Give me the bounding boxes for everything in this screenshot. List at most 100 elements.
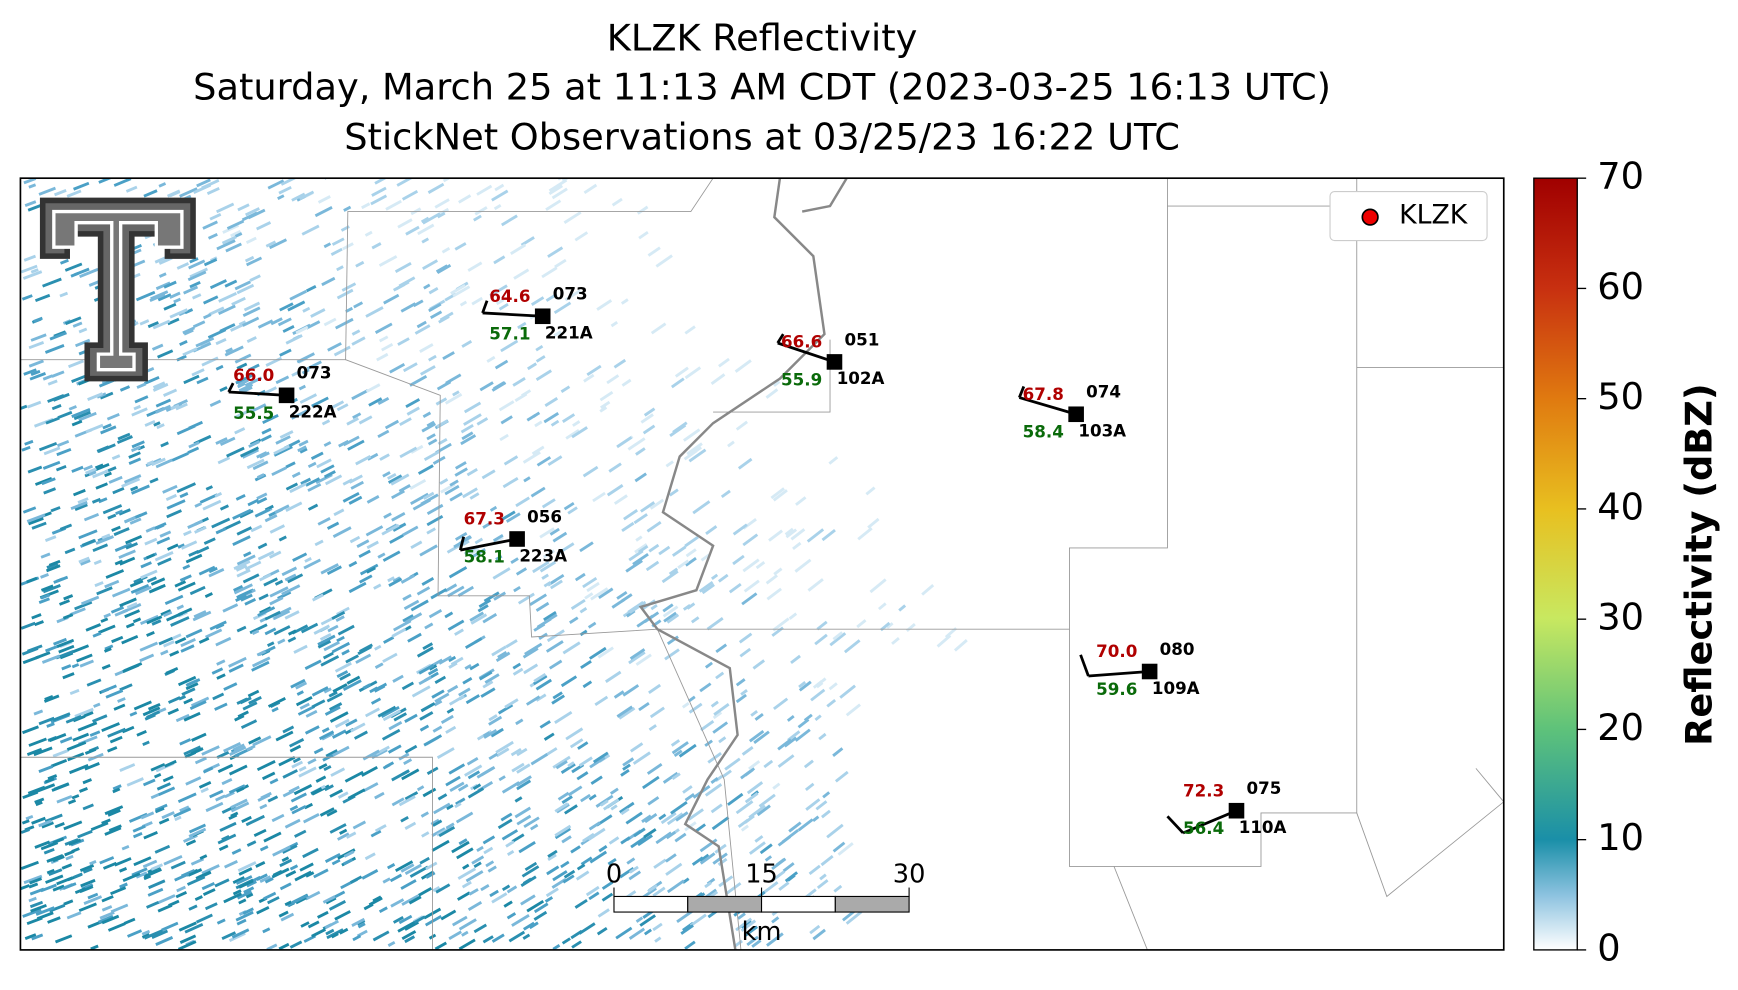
echo	[428, 664, 438, 671]
echo	[452, 390, 460, 397]
echo	[377, 705, 397, 718]
dewpoint: 58.1	[464, 546, 505, 566]
echo	[463, 413, 482, 426]
echo	[238, 589, 253, 598]
station-id: 102A	[837, 368, 885, 388]
echo	[710, 777, 719, 784]
echo	[131, 440, 145, 449]
echo	[307, 758, 317, 765]
echo	[613, 494, 628, 505]
echo	[251, 629, 260, 636]
echo	[423, 283, 431, 290]
echo	[533, 902, 549, 914]
echo	[530, 753, 549, 766]
echo	[652, 886, 666, 897]
echo	[491, 933, 505, 943]
echo	[43, 446, 61, 456]
echo	[438, 825, 456, 838]
echo	[136, 729, 147, 737]
echo	[350, 480, 364, 490]
echo	[140, 569, 158, 580]
echo	[304, 659, 322, 671]
echo	[552, 755, 571, 769]
echo	[500, 812, 513, 822]
echo	[99, 391, 114, 400]
echo	[193, 183, 212, 195]
echo	[90, 821, 109, 832]
echo	[166, 543, 179, 551]
echo	[236, 362, 248, 370]
echo	[114, 542, 133, 552]
echo	[267, 697, 286, 708]
echo	[505, 840, 515, 848]
echo	[684, 325, 696, 335]
echo	[743, 925, 759, 937]
echo	[289, 864, 299, 871]
echo	[22, 908, 42, 918]
echo	[457, 783, 469, 792]
echo	[472, 783, 482, 790]
echo	[261, 771, 276, 781]
echo	[713, 702, 730, 716]
echo	[100, 617, 109, 623]
echo	[654, 936, 662, 943]
echo	[71, 419, 83, 427]
echo	[737, 818, 749, 828]
echo	[114, 608, 128, 617]
echo	[110, 903, 129, 914]
echo	[405, 398, 421, 409]
echo	[29, 371, 47, 381]
echo	[714, 843, 727, 854]
echo	[98, 497, 108, 504]
echo	[381, 523, 400, 536]
echo	[748, 760, 761, 771]
echo	[230, 798, 248, 809]
echo	[215, 636, 232, 647]
echo	[179, 492, 189, 499]
echo	[163, 640, 175, 648]
echo	[219, 821, 237, 832]
echo	[510, 243, 527, 255]
echo	[535, 601, 550, 612]
echo	[162, 484, 178, 494]
echo	[777, 754, 795, 768]
echo	[392, 576, 401, 583]
echo	[511, 762, 525, 773]
echo	[641, 814, 652, 823]
echo	[447, 585, 465, 598]
echo	[117, 697, 126, 703]
echo	[417, 464, 434, 475]
echo	[273, 625, 291, 636]
echo	[269, 778, 279, 785]
echo	[500, 339, 519, 353]
echo	[369, 686, 379, 694]
echo	[432, 725, 443, 733]
echo	[82, 778, 92, 785]
echo	[151, 929, 169, 939]
echo	[493, 203, 502, 211]
echo	[832, 631, 844, 641]
echo	[236, 283, 255, 295]
echo	[221, 835, 230, 842]
echo	[94, 581, 104, 588]
echo	[543, 581, 552, 588]
temperature: 72.3	[1183, 780, 1224, 800]
echo	[300, 622, 319, 634]
echo	[310, 308, 326, 318]
echo	[735, 800, 754, 815]
echo	[562, 874, 575, 884]
echo	[277, 317, 292, 327]
echo	[47, 916, 61, 924]
echo	[634, 543, 648, 554]
echo	[185, 776, 202, 786]
echo	[412, 498, 432, 511]
wind-barb-tick	[1018, 385, 1026, 399]
echo	[284, 900, 292, 907]
echo	[30, 268, 39, 274]
echo	[47, 774, 58, 781]
echo	[236, 568, 251, 578]
echo	[495, 298, 505, 306]
echo	[597, 908, 610, 918]
echo	[188, 441, 200, 449]
echo	[666, 879, 685, 894]
